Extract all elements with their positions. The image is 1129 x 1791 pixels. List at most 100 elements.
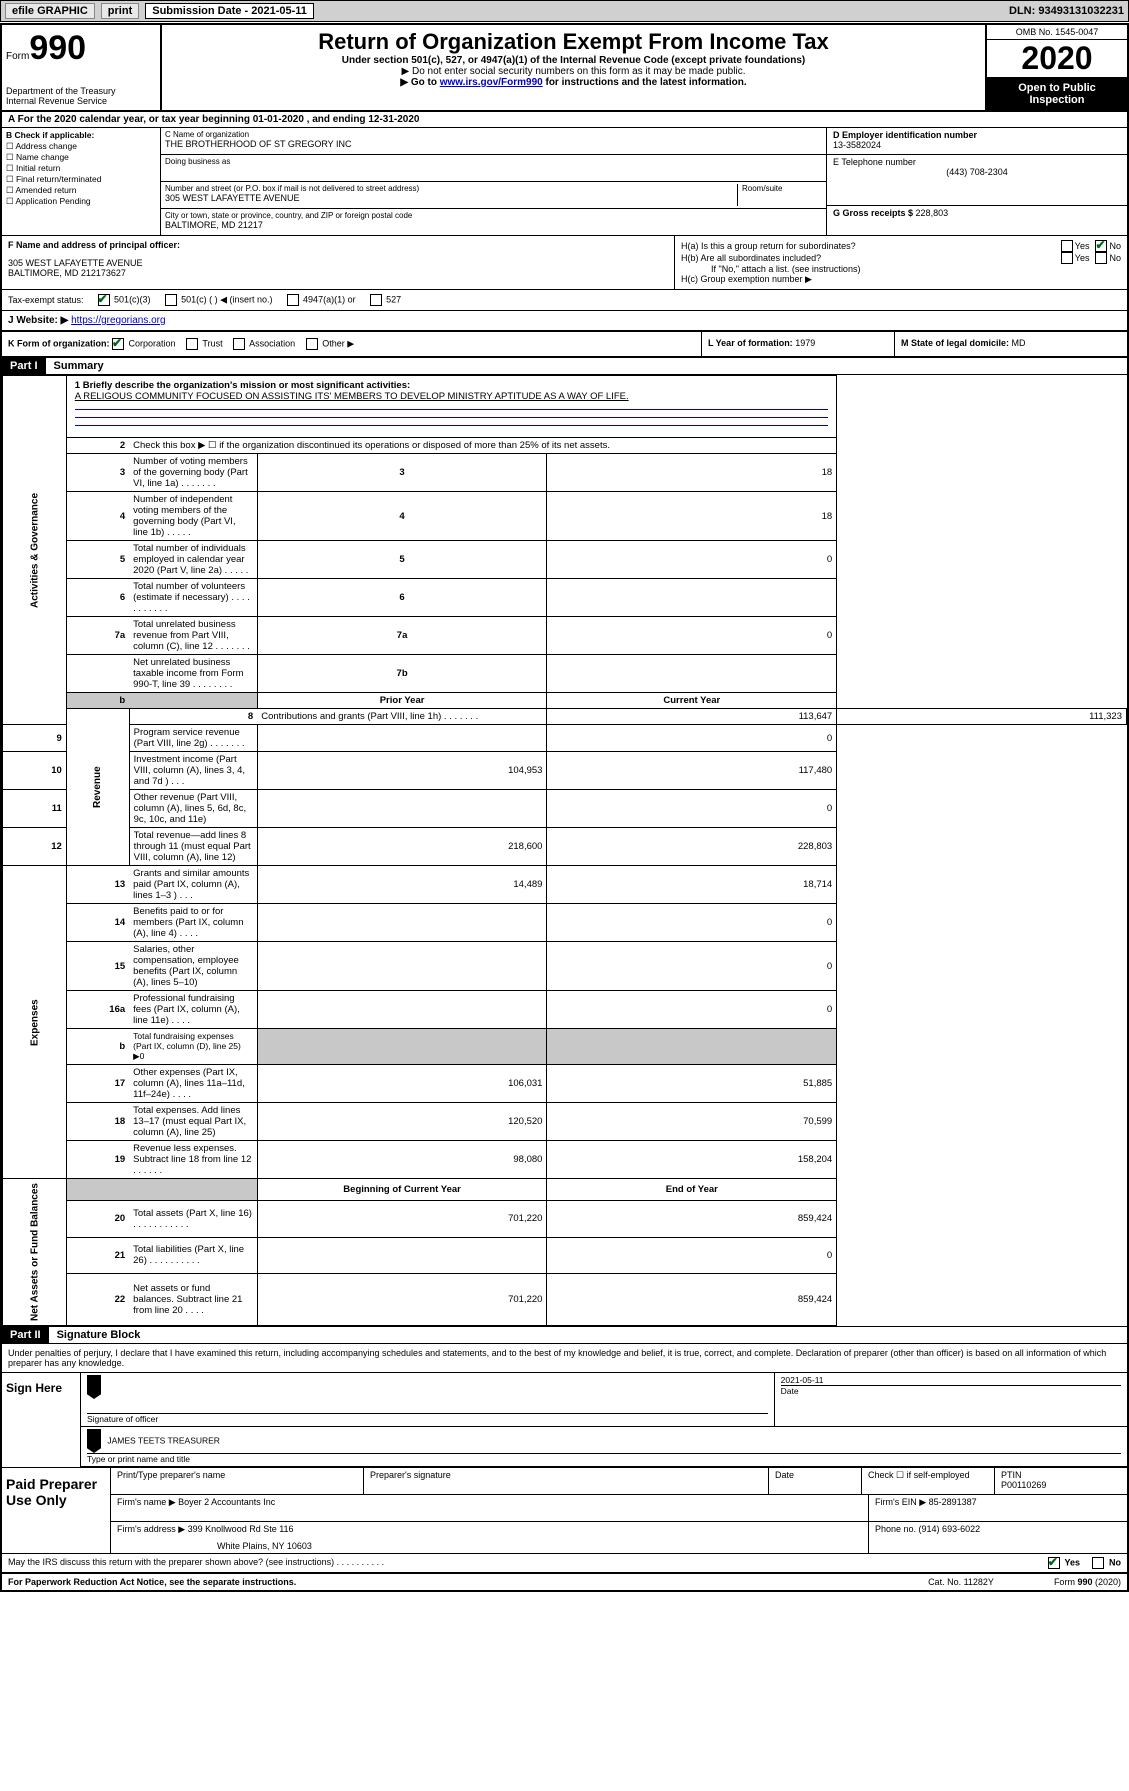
row-17: 17Other expenses (Part IX, column (A), l… bbox=[3, 1065, 1127, 1103]
ld: Grants and similar amounts paid (Part IX… bbox=[129, 866, 257, 904]
lp bbox=[257, 942, 547, 991]
row-19: 19Revenue less expenses. Subtract line 1… bbox=[3, 1141, 1127, 1179]
cb-corp[interactable] bbox=[112, 338, 124, 350]
website-label: J Website: ▶ bbox=[8, 315, 71, 326]
lv: 18 bbox=[547, 492, 837, 541]
sub3-post: for instructions and the latest informat… bbox=[543, 77, 747, 88]
lc: 859,424 bbox=[547, 1274, 837, 1326]
ld: Net assets or fund balances. Subtract li… bbox=[129, 1274, 257, 1326]
side-netassets: Net Assets or Fund Balances bbox=[3, 1179, 67, 1326]
form-subtitle-3: ▶ Go to www.irs.gov/Form990 for instruct… bbox=[166, 77, 981, 88]
discuss-text: May the IRS discuss this return with the… bbox=[8, 1557, 384, 1569]
phone-label: E Telephone number bbox=[833, 157, 1121, 167]
ln: 11 bbox=[3, 790, 67, 828]
cb-527[interactable] bbox=[370, 294, 382, 306]
lp: 14,489 bbox=[257, 866, 547, 904]
hb-yes: Yes bbox=[1075, 253, 1090, 263]
cat-no: Cat. No. 11282Y bbox=[928, 1577, 994, 1587]
lv bbox=[547, 579, 837, 617]
form-990: Form990 Department of the Treasury Inter… bbox=[0, 23, 1129, 1592]
lp: 120,520 bbox=[257, 1103, 547, 1141]
footer-row: For Paperwork Reduction Act Notice, see … bbox=[2, 1572, 1127, 1590]
lc: 0 bbox=[547, 991, 837, 1029]
cb-other[interactable] bbox=[306, 338, 318, 350]
firm-name-cell: Firm's name ▶ Boyer 2 Accountants Inc bbox=[111, 1495, 869, 1521]
prep-ptin-cell: PTIN P00110269 bbox=[995, 1468, 1127, 1494]
cb-trust[interactable] bbox=[186, 338, 198, 350]
lp: 98,080 bbox=[257, 1141, 547, 1179]
cb-amended[interactable]: ☐ Amended return bbox=[6, 185, 156, 196]
col-b-heading: B Check if applicable: bbox=[6, 130, 156, 141]
blank: b bbox=[66, 693, 129, 709]
cb-501c[interactable] bbox=[165, 294, 177, 306]
row-18: 18Total expenses. Add lines 13–17 (must … bbox=[3, 1103, 1127, 1141]
lp bbox=[257, 991, 547, 1029]
room-label: Room/suite bbox=[742, 184, 822, 193]
ld: Revenue less expenses. Subtract line 18 … bbox=[129, 1141, 257, 1179]
addr-label: Number and street (or P.O. box if mail i… bbox=[165, 184, 737, 193]
lp: 106,031 bbox=[257, 1065, 547, 1103]
lc: 228,803 bbox=[547, 828, 837, 866]
l-year: L Year of formation: 1979 bbox=[702, 332, 895, 356]
cb-4947[interactable] bbox=[287, 294, 299, 306]
hb-yes-checkbox[interactable] bbox=[1061, 252, 1073, 264]
col-de: D Employer identification number 13-3582… bbox=[827, 128, 1127, 235]
ld: Professional fundraising fees (Part IX, … bbox=[129, 991, 257, 1029]
col-b-checkboxes: B Check if applicable: ☐ Address change … bbox=[2, 128, 161, 235]
discuss-yes: Yes bbox=[1064, 1557, 1080, 1567]
cb-assoc[interactable] bbox=[233, 338, 245, 350]
cb-pending[interactable]: ☐ Application Pending bbox=[6, 196, 156, 207]
print-button[interactable]: print bbox=[101, 3, 139, 19]
prep-sig-header: Preparer's signature bbox=[364, 1468, 769, 1494]
website-link[interactable]: https://gregorians.org bbox=[71, 315, 166, 326]
addr-value: 305 WEST LAFAYETTE AVENUE bbox=[165, 193, 737, 203]
prep-name-header: Print/Type preparer's name bbox=[111, 1468, 364, 1494]
lp bbox=[257, 790, 547, 828]
sign-here-label: Sign Here bbox=[2, 1373, 81, 1467]
ln: 16a bbox=[66, 991, 129, 1029]
lc: 0 bbox=[547, 1237, 837, 1274]
ld: Total expenses. Add lines 13–17 (must eq… bbox=[129, 1103, 257, 1141]
ln: 18 bbox=[66, 1103, 129, 1141]
officer-addr2: BALTIMORE, MD 212173627 bbox=[8, 268, 668, 278]
ha-yes: Yes bbox=[1075, 241, 1090, 251]
part1-title: Summary bbox=[46, 358, 112, 374]
lv: 18 bbox=[547, 454, 837, 492]
discuss-yes-checkbox[interactable] bbox=[1048, 1557, 1060, 1569]
officer-addr1: 305 WEST LAFAYETTE AVENUE bbox=[8, 258, 668, 268]
cb-name[interactable]: ☐ Name change bbox=[6, 152, 156, 163]
ld: Total number of volunteers (estimate if … bbox=[129, 579, 257, 617]
ln: 14 bbox=[66, 904, 129, 942]
hb-no-checkbox[interactable] bbox=[1095, 252, 1107, 264]
sig-type-label: Type or print name and title bbox=[87, 1453, 1121, 1464]
firm-name: Boyer 2 Accountants Inc bbox=[178, 1497, 275, 1507]
header-left: Form990 Department of the Treasury Inter… bbox=[2, 25, 162, 110]
summary-table: Activities & Governance 1 Briefly descri… bbox=[2, 375, 1127, 1326]
ld: Other revenue (Part VIII, column (A), li… bbox=[129, 790, 257, 828]
signature-section: Under penalties of perjury, I declare th… bbox=[2, 1344, 1127, 1590]
k-label: K Form of organization: bbox=[8, 338, 110, 348]
ln: 3 bbox=[66, 454, 129, 492]
perjury-text: Under penalties of perjury, I declare th… bbox=[2, 1344, 1127, 1373]
col-c-org-info: C Name of organization THE BROTHERHOOD O… bbox=[161, 128, 827, 235]
cb-address[interactable]: ☐ Address change bbox=[6, 141, 156, 152]
efile-button[interactable]: efile GRAPHIC bbox=[5, 3, 95, 19]
irs-link[interactable]: www.irs.gov/Form990 bbox=[440, 77, 543, 88]
lv bbox=[547, 655, 837, 693]
row-j-website: J Website: ▶ https://gregorians.org bbox=[2, 311, 1127, 332]
cb-501c3[interactable] bbox=[98, 294, 110, 306]
ln: 17 bbox=[66, 1065, 129, 1103]
ein-label: D Employer identification number bbox=[833, 130, 1121, 140]
ha-no-checkbox[interactable] bbox=[1095, 240, 1107, 252]
discuss-no-checkbox[interactable] bbox=[1092, 1557, 1104, 1569]
ln: 12 bbox=[3, 828, 67, 866]
cb-initial[interactable]: ☐ Initial return bbox=[6, 163, 156, 174]
cb-final[interactable]: ☐ Final return/terminated bbox=[6, 174, 156, 185]
firm-addr1: 399 Knollwood Rd Ste 116 bbox=[188, 1524, 294, 1534]
lc: 111,323 bbox=[837, 709, 1127, 725]
part2-header-row: Part II Signature Block bbox=[2, 1326, 1127, 1344]
ha-yes-checkbox[interactable] bbox=[1061, 240, 1073, 252]
ln: 4 bbox=[66, 492, 129, 541]
side-expenses: Expenses bbox=[3, 866, 67, 1179]
blank-desc bbox=[129, 693, 257, 709]
